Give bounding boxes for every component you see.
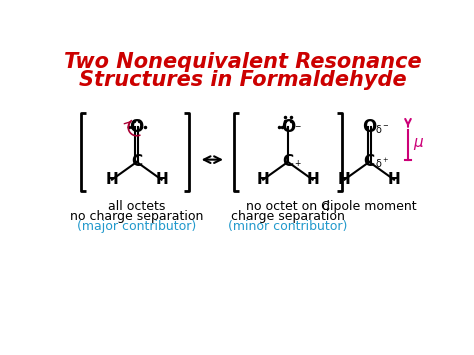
Text: $^+$: $^+$	[292, 159, 302, 169]
Text: (minor contributor): (minor contributor)	[228, 220, 347, 234]
Text: O: O	[129, 118, 144, 136]
Text: $\mathregular{\delta}$$^-$: $\mathregular{\delta}$$^-$	[374, 123, 389, 135]
Text: H: H	[106, 172, 118, 187]
Text: dipole moment: dipole moment	[322, 201, 417, 213]
Text: Two Nonequivalent Resonance: Two Nonequivalent Resonance	[64, 52, 422, 72]
Text: C: C	[131, 154, 142, 169]
Text: H: H	[155, 172, 168, 187]
Text: H: H	[306, 172, 319, 187]
Text: all octets: all octets	[108, 201, 165, 213]
Text: (major contributor): (major contributor)	[77, 220, 196, 234]
Text: H: H	[338, 172, 351, 187]
Text: charge separation: charge separation	[231, 211, 345, 223]
Text: $^-$: $^-$	[293, 125, 302, 135]
Text: H: H	[388, 172, 401, 187]
Text: $\mu$: $\mu$	[413, 136, 424, 152]
Text: no charge separation: no charge separation	[70, 211, 203, 223]
Text: C: C	[283, 154, 293, 169]
Text: O: O	[281, 118, 295, 136]
Text: Structures in Formaldehyde: Structures in Formaldehyde	[79, 70, 407, 89]
Text: $\mathregular{\delta}$$^+$: $\mathregular{\delta}$$^+$	[374, 157, 389, 170]
Text: O: O	[362, 118, 376, 136]
Text: no octet on C: no octet on C	[246, 201, 330, 213]
Text: C: C	[364, 154, 375, 169]
Text: H: H	[257, 172, 269, 187]
